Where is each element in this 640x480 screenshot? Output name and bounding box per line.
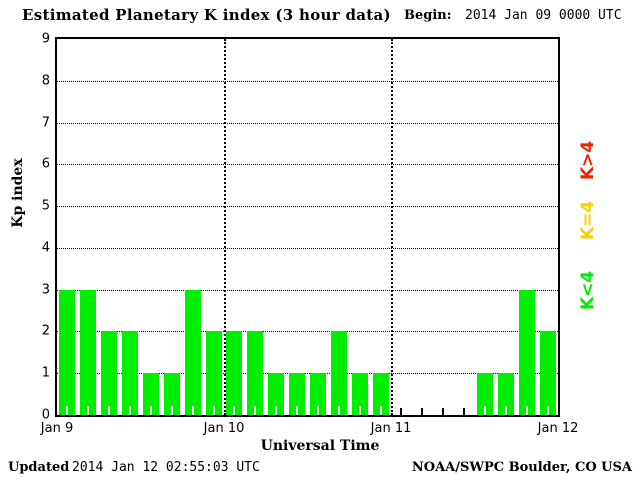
gridline-horizontal [57,164,558,166]
y-tick-label: 6 [41,156,50,172]
footer-updated-label: Updated [8,460,70,475]
bar-center-tick [275,406,278,415]
gridline-horizontal [57,206,558,208]
bar-center-tick [212,406,215,415]
bar-center-tick [191,406,194,415]
y-tick-label: 1 [41,365,50,381]
bar-center-tick [504,406,507,415]
y-tick-label: 0 [41,407,50,423]
y-tick-label: 5 [41,198,50,214]
y-tick-label: 7 [41,115,50,131]
y-tick-label: 9 [41,31,50,47]
bar [289,373,306,415]
bar [351,373,368,415]
bar-center-tick [87,406,90,415]
begin-value: 2014 Jan 09 0000 UTC [465,8,622,23]
bar-center-tick [254,406,257,415]
bar-center-tick [170,406,173,415]
gridline-horizontal [57,289,558,291]
y-axis-title: Kp index [10,158,26,228]
legend-entry: K>4 [578,140,598,180]
bar [101,331,118,415]
y-axis-labels: 0 1 2 3 4 5 6 7 8 9 [22,32,50,423]
bar [539,331,556,415]
gridline-vertical [391,39,393,415]
x-tick-label: Jan 12 [537,421,579,436]
bar-center-tick [66,406,69,415]
bar [205,331,222,415]
bar [226,331,243,415]
bar [518,289,535,415]
bar-center-tick [358,406,361,415]
legend-entry: K=4 [578,200,598,240]
footer-updated-value: 2014 Jan 12 02:55:03 UTC [72,460,260,475]
gridline-horizontal [57,331,558,333]
bar [80,289,97,415]
x-axis-minor-tick [400,408,403,415]
gridline-horizontal [57,122,558,124]
bar-center-tick [149,406,152,415]
y-tick-label: 2 [41,323,50,339]
bar-center-tick [546,406,549,415]
chart-title: Estimated Planetary K index (3 hour data… [22,6,391,24]
bar [476,373,493,415]
gridline-horizontal [57,373,558,375]
bar [184,289,201,415]
bar [142,373,159,415]
bar-center-tick [483,406,486,415]
bar-center-tick [296,406,299,415]
bar [309,373,326,415]
gridline-horizontal [57,80,558,82]
x-axis-title: Universal Time [260,438,380,454]
bar [497,373,514,415]
gridline-vertical [224,39,226,415]
bar-center-tick [525,406,528,415]
x-tick-label: Jan 9 [40,421,74,436]
legend-entry: K<4 [578,270,598,310]
gridline-horizontal [57,247,558,249]
bar [330,331,347,415]
bar-center-tick [337,406,340,415]
x-axis-minor-tick [421,408,424,415]
x-axis-minor-tick [442,408,445,415]
bar-center-tick [233,406,236,415]
y-tick-label: 3 [41,282,50,298]
bar [372,373,389,415]
bar [163,373,180,415]
bar-center-tick [379,406,382,415]
x-tick-label: Jan 10 [203,421,245,436]
x-tick-label: Jan 11 [370,421,412,436]
plot-inner [57,39,558,415]
bar-center-tick [108,406,111,415]
plot-area [55,37,560,417]
x-axis-minor-tick [463,408,466,415]
y-tick-label: 4 [41,240,50,256]
bar [122,331,139,415]
y-tick-label: 8 [41,73,50,89]
bar [247,331,264,415]
bar-center-tick [316,406,319,415]
bar-center-tick [129,406,132,415]
footer-source: NOAA/SWPC Boulder, CO USA [411,460,632,475]
bar [268,373,285,415]
begin-label: Begin: [404,8,452,23]
bar [59,289,76,415]
